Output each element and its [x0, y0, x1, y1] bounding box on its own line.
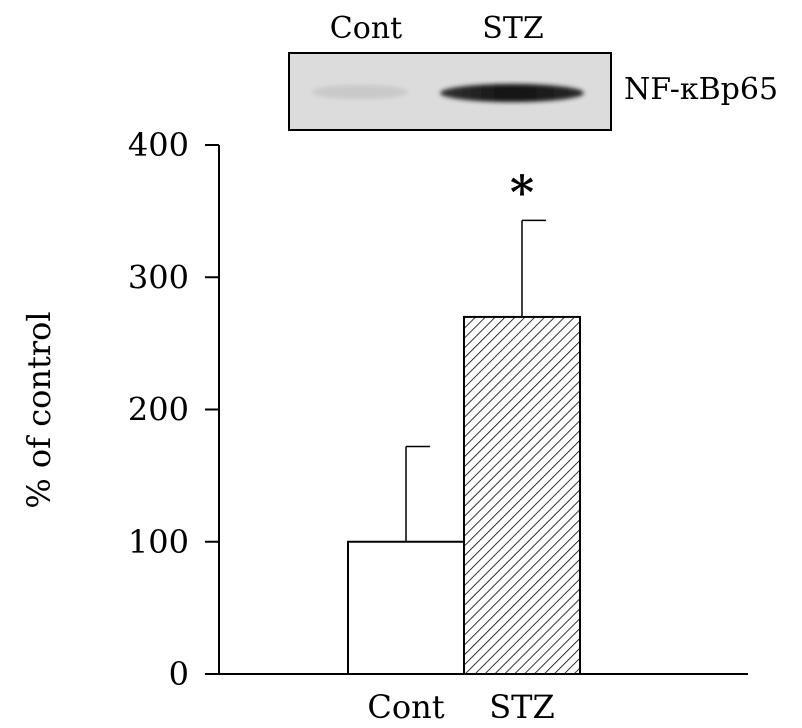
bar-cont: [347, 540, 465, 675]
bars: [347, 315, 581, 675]
y-tick-label: 400: [128, 126, 189, 164]
x-tick-label-cont: Cont: [367, 688, 444, 726]
y-tick-label: 200: [128, 391, 189, 429]
bar-stz: [463, 315, 581, 675]
y-axis-label: % of control: [20, 311, 58, 508]
y-tick-label: 100: [128, 523, 189, 561]
western-blot: Cont STZ NF-κBp65: [288, 11, 778, 131]
y-tick-label: 0: [169, 655, 189, 693]
x-tick-labels: Cont STZ: [367, 688, 554, 726]
bar-chart: 0 100 200 300 400 * Cont STZ % of control: [20, 126, 748, 726]
blot-band-cont: [312, 85, 408, 99]
blot-lane-label-stz: STZ: [482, 11, 543, 46]
significance-asterisk: *: [510, 165, 534, 219]
significance-marks: *: [510, 165, 534, 219]
blot-lane-label-cont: Cont: [330, 11, 402, 46]
blot-band-stz: [440, 84, 584, 102]
y-ticks: 0 100 200 300 400: [128, 126, 219, 693]
error-bars: [405, 219, 546, 542]
blot-band-label: NF-κBp65: [624, 72, 778, 107]
y-tick-label: 300: [128, 258, 189, 296]
x-tick-label-stz: STZ: [489, 688, 555, 726]
